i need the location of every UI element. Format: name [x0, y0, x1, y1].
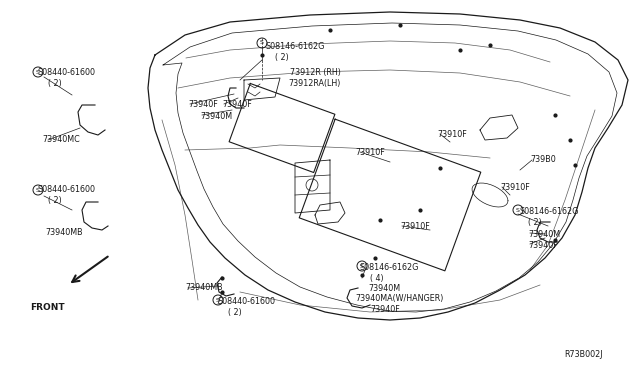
Text: S08440-61600: S08440-61600: [38, 68, 96, 77]
Text: ( 2): ( 2): [48, 196, 61, 205]
Text: S08440-61600: S08440-61600: [38, 185, 96, 194]
Text: S: S: [36, 187, 40, 192]
Text: ( 2): ( 2): [228, 308, 242, 317]
Text: ( 4): ( 4): [370, 274, 383, 283]
Text: 73910F: 73910F: [400, 222, 429, 231]
Text: 73940M: 73940M: [200, 112, 232, 121]
Text: 73910F: 73910F: [437, 130, 467, 139]
Text: FRONT: FRONT: [30, 303, 65, 312]
Text: 73940M: 73940M: [368, 284, 400, 293]
Text: S08146-6162G: S08146-6162G: [265, 42, 324, 51]
Text: 739B0: 739B0: [530, 155, 556, 164]
Text: 73940MC: 73940MC: [42, 135, 80, 144]
Text: 73940MB: 73940MB: [45, 228, 83, 237]
Text: ( 2): ( 2): [48, 79, 61, 88]
Text: 73912RA(LH): 73912RA(LH): [288, 79, 340, 88]
Text: 73940F: 73940F: [370, 305, 400, 314]
Text: S08440-61600: S08440-61600: [218, 297, 276, 306]
Text: 73940MA(W/HANGER): 73940MA(W/HANGER): [355, 294, 444, 303]
Text: S08146-6162G: S08146-6162G: [519, 207, 579, 216]
Text: S08146-6162G: S08146-6162G: [360, 263, 419, 272]
Text: ( 2): ( 2): [275, 53, 289, 62]
Text: S: S: [36, 70, 40, 74]
Text: 73940F: 73940F: [528, 241, 557, 250]
Text: S: S: [216, 298, 220, 302]
Text: 73940MB: 73940MB: [185, 283, 223, 292]
Text: S: S: [260, 41, 264, 45]
Text: 73940M: 73940M: [528, 230, 560, 239]
Text: 73940F: 73940F: [222, 100, 252, 109]
Text: S: S: [360, 263, 364, 269]
Text: 73940F: 73940F: [188, 100, 218, 109]
Text: 73912R (RH): 73912R (RH): [290, 68, 341, 77]
Text: R73B002J: R73B002J: [564, 350, 602, 359]
Text: S: S: [516, 208, 520, 212]
Text: 73910F: 73910F: [355, 148, 385, 157]
Text: ( 2): ( 2): [528, 218, 541, 227]
Text: 73910F: 73910F: [500, 183, 530, 192]
